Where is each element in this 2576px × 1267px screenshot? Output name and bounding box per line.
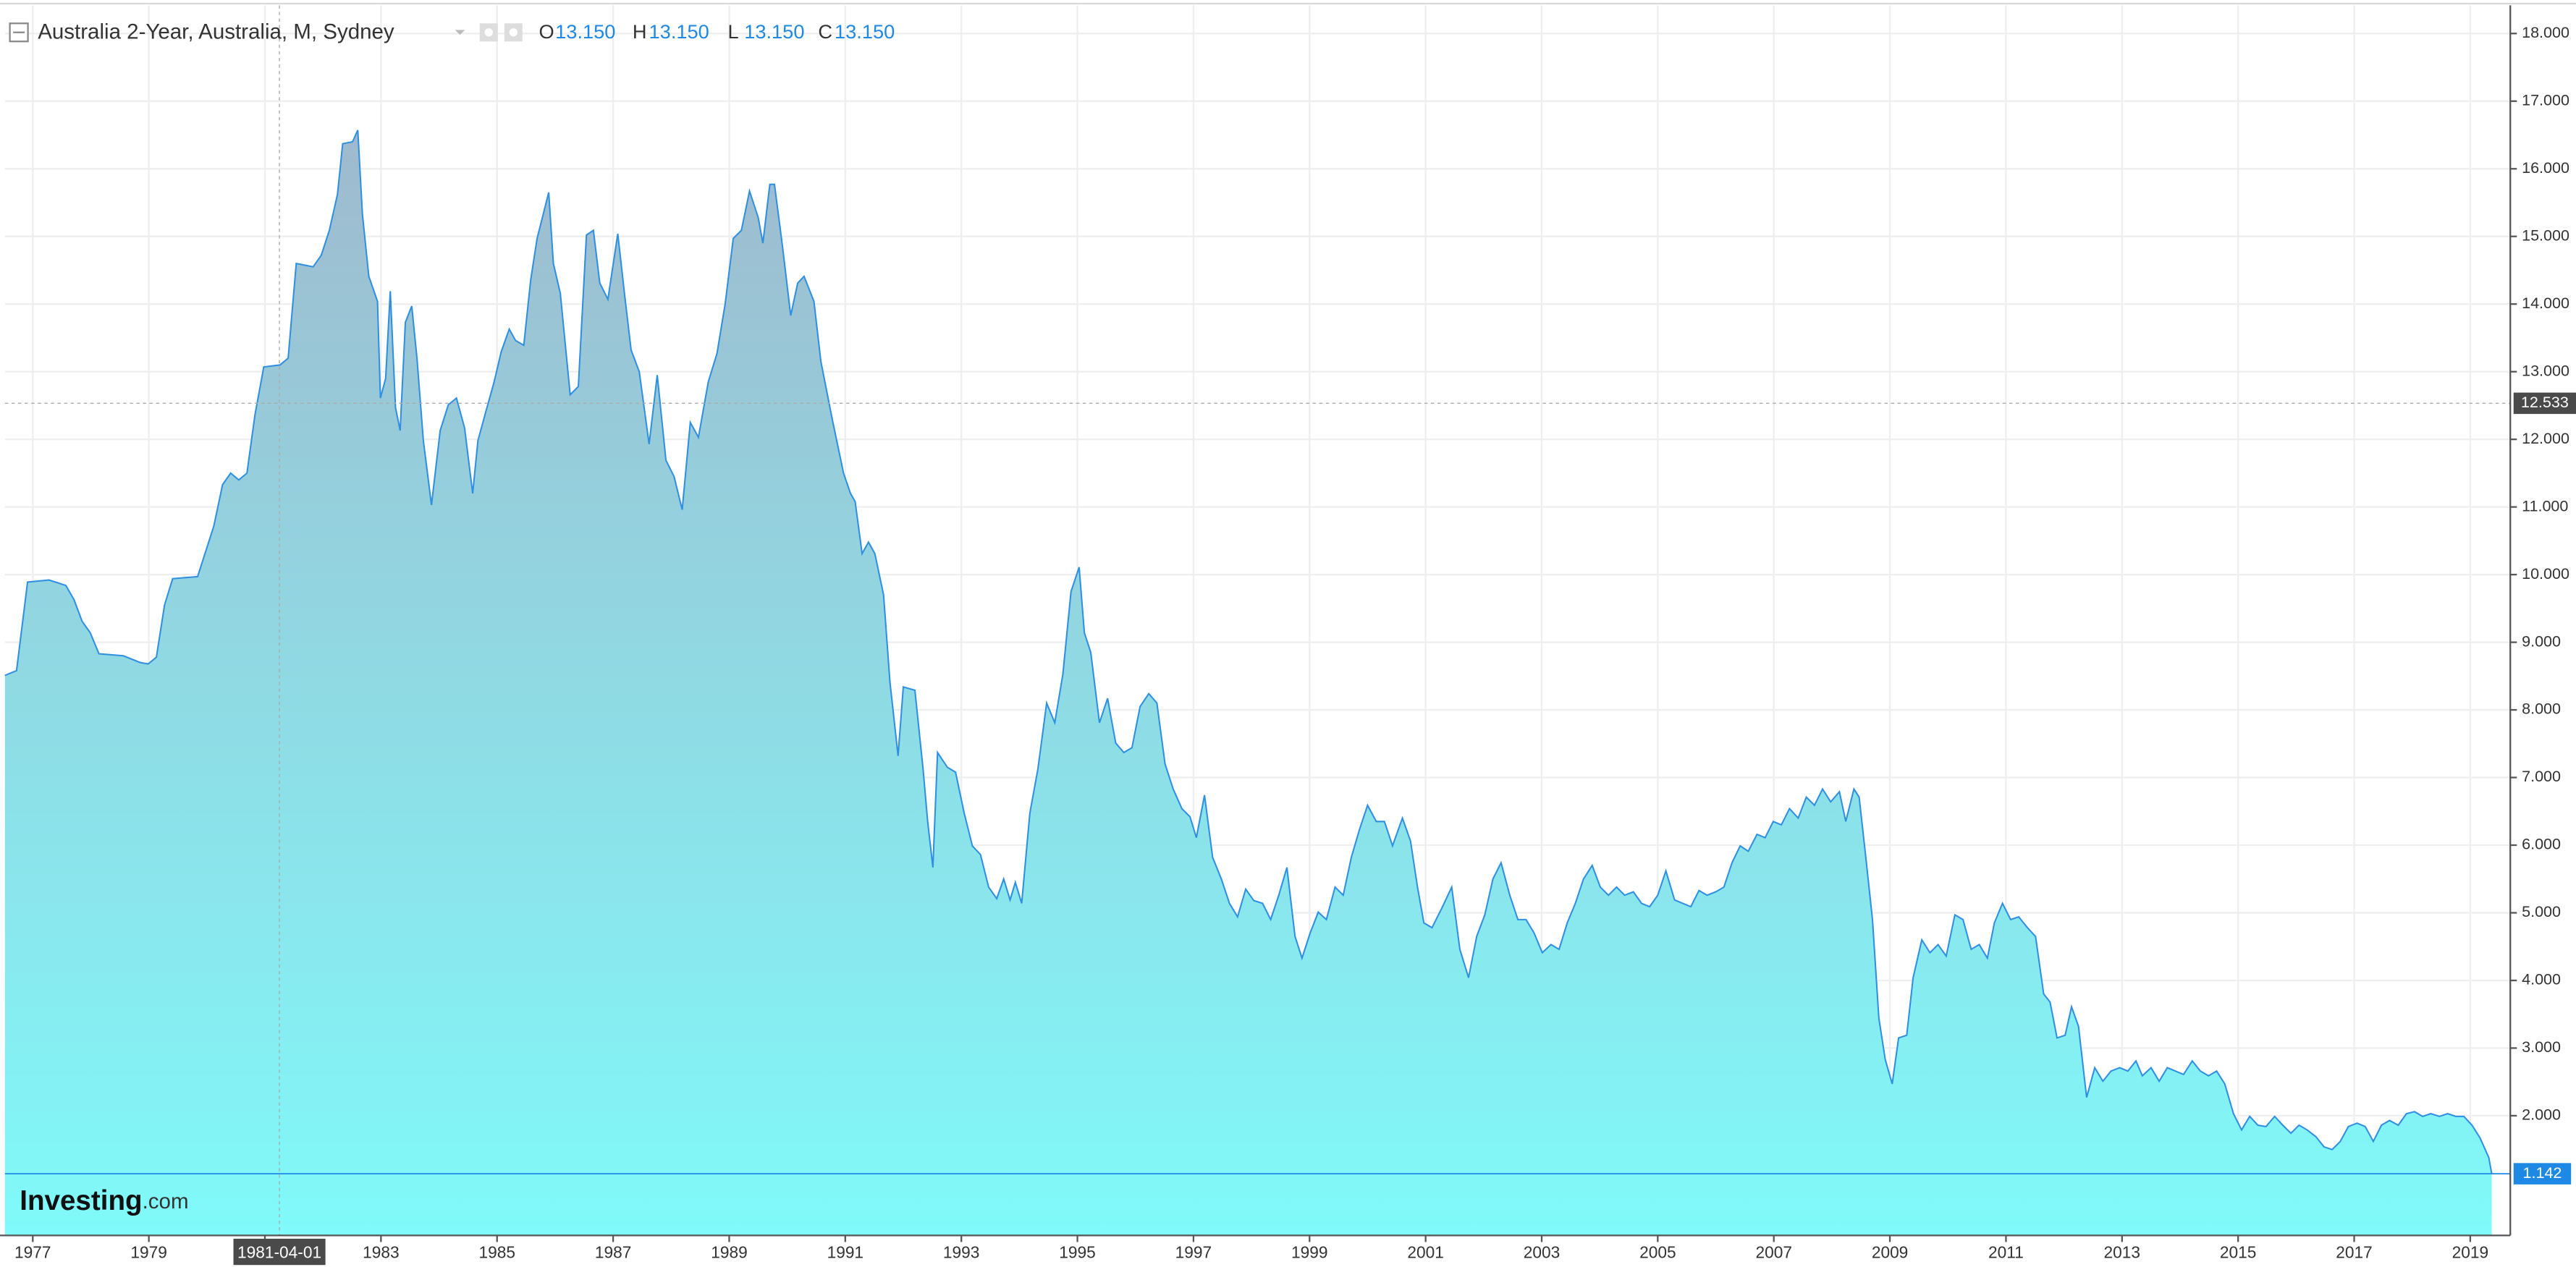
crosshair-y-box — [2513, 392, 2576, 415]
y-tick-label: 5.000 — [2522, 902, 2561, 920]
ohlc-key: L — [728, 20, 739, 43]
x-tick-label: 1995 — [1059, 1242, 1095, 1261]
x-tick-label: 1979 — [130, 1242, 166, 1261]
x-tick-label: 1989 — [711, 1242, 747, 1261]
crosshair-x-label: 1981-04-01 — [237, 1242, 321, 1261]
x-tick-label: 1993 — [943, 1242, 979, 1261]
x-tick-label: 1983 — [363, 1242, 399, 1261]
y-tick-label: 14.000 — [2522, 294, 2569, 312]
ohlc-value: 13.150 — [555, 20, 615, 43]
x-tick-label: 2017 — [2336, 1242, 2372, 1261]
y-tick-label: 15.000 — [2522, 226, 2569, 244]
y-tick-label: 4.000 — [2522, 970, 2561, 988]
ohlc-key: O — [539, 20, 554, 43]
dropdown-arrow[interactable] — [455, 30, 465, 35]
x-tick-label: 2001 — [1407, 1242, 1443, 1261]
y-tick-label: 12.000 — [2522, 429, 2569, 447]
y-tick-label: 3.000 — [2522, 1038, 2561, 1056]
x-tick-label: 1985 — [478, 1242, 515, 1261]
x-tick-label: 1997 — [1175, 1242, 1212, 1261]
y-tick-label: 6.000 — [2522, 835, 2561, 853]
y-tick-label: 2.000 — [2522, 1106, 2561, 1124]
area-fill — [4, 130, 2492, 1236]
x-tick-label: 2011 — [1988, 1242, 2024, 1261]
y-tick-label: 11.000 — [2522, 496, 2568, 514]
chart-title: Australia 2-Year, Australia, M, Sydney — [38, 20, 394, 44]
ohlc-value: 13.150 — [835, 20, 895, 43]
settings-icon — [484, 28, 493, 37]
x-tick-label: 2013 — [2104, 1242, 2140, 1261]
ohlc-key: H — [633, 20, 647, 43]
crosshair-y-label: 12.533 — [2521, 393, 2569, 411]
crosshair-x-box — [233, 1238, 326, 1266]
logo-suffix: .com — [143, 1190, 189, 1213]
x-tick-label: 2005 — [1639, 1242, 1676, 1261]
x-tick-label: 2003 — [1524, 1242, 1560, 1261]
logo: Investing.com — [20, 1185, 188, 1216]
y-tick-label: 17.000 — [2522, 90, 2569, 109]
x-tick-label: 2019 — [2452, 1242, 2488, 1261]
ohlc-value: 13.150 — [649, 20, 709, 43]
y-tick-label: 13.000 — [2522, 361, 2569, 379]
y-tick-label: 18.000 — [2522, 23, 2569, 41]
ohlc-value: 13.150 — [744, 20, 804, 43]
x-tick-label: 1977 — [14, 1242, 51, 1261]
hide-icon — [509, 28, 518, 37]
x-tick-label: 1987 — [595, 1242, 631, 1261]
x-tick-label: 1991 — [827, 1242, 863, 1261]
last-price-label: 1.142 — [2523, 1164, 2562, 1182]
x-tick-label: 1999 — [1291, 1242, 1327, 1261]
last-price-box — [2513, 1163, 2572, 1185]
y-tick-label: 7.000 — [2522, 767, 2561, 785]
y-tick-label: 16.000 — [2522, 158, 2569, 177]
x-tick-label: 2007 — [1755, 1242, 1791, 1261]
ohlc-key: C — [818, 20, 832, 43]
x-tick-label: 2015 — [2220, 1242, 2256, 1261]
y-tick-label: 8.000 — [2522, 700, 2561, 718]
y-tick-label: 10.000 — [2522, 564, 2569, 582]
x-tick-label: 2009 — [1872, 1242, 1908, 1261]
y-tick-label: 9.000 — [2522, 632, 2561, 650]
area-line — [4, 130, 2493, 1174]
logo-main: Investing — [20, 1185, 142, 1216]
